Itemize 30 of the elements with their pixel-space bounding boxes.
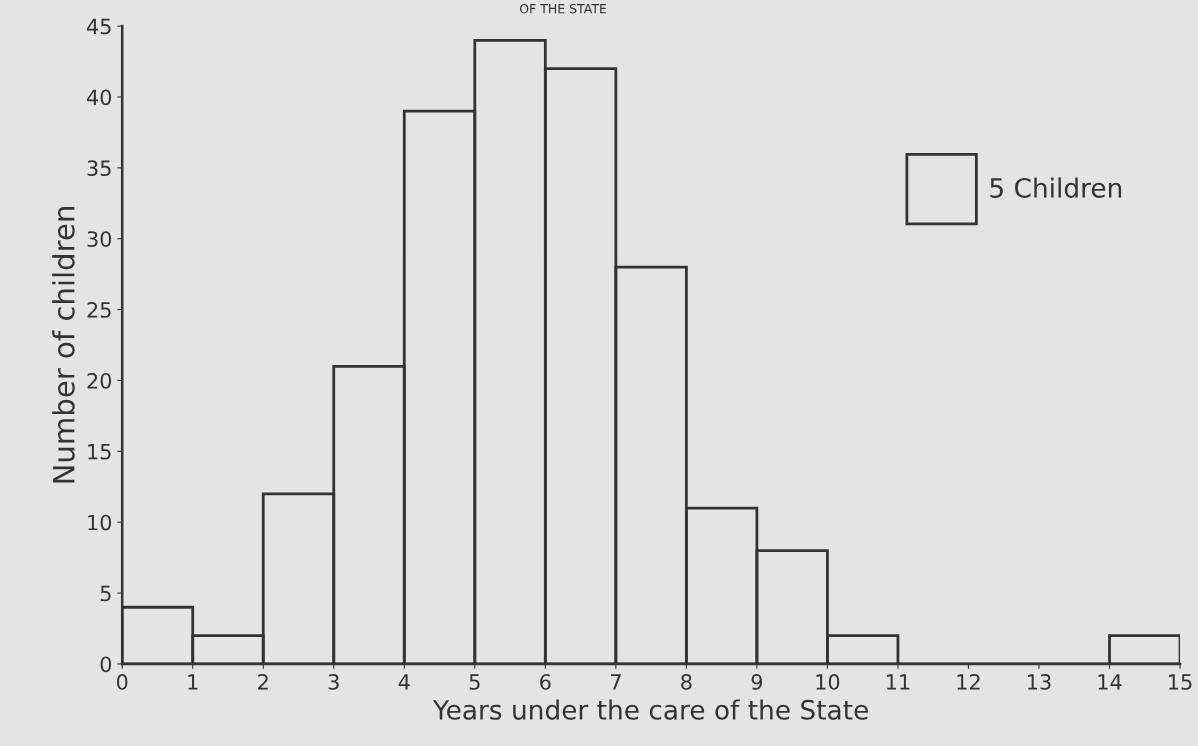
- annotation: 5 Children: [990, 177, 1122, 198]
- x-tick-label: 14: [1098, 674, 1122, 690]
- x-tick-label: 12: [957, 674, 980, 690]
- y-tick-label: 25: [87, 302, 111, 318]
- x-tick-label: 11: [886, 674, 910, 690]
- x-tick-label: 9: [751, 674, 763, 690]
- y-tick-label: 20: [87, 372, 112, 389]
- x-tick-label: 15: [1169, 674, 1192, 690]
- x-tick-label: 8: [681, 674, 692, 690]
- x-tick-label: 4: [398, 674, 410, 690]
- y-tick-label: 0: [100, 656, 112, 673]
- y-tick-label: 5: [100, 585, 111, 602]
- x-tick-label: 5: [469, 674, 480, 690]
- x-tick-label: 3: [328, 674, 339, 690]
- y-tick-label: 30: [87, 231, 112, 247]
- x-tick-label: 1: [188, 674, 198, 690]
- y-tick-label: 15: [88, 444, 111, 460]
- x-axis-title: Years under the care of the State: [432, 699, 868, 720]
- y-tick-label: 40: [86, 89, 112, 106]
- y-tick-label: 10: [88, 514, 112, 531]
- x-tick-label: 7: [610, 674, 621, 690]
- y-axis-title: Number of children: [52, 207, 75, 483]
- chart-title: OF THE STATE: [519, 3, 607, 14]
- x-tick-label: 13: [1028, 674, 1051, 690]
- x-tick-label: 6: [540, 674, 551, 690]
- x-tick-label: 10: [816, 674, 840, 690]
- x-tick-label: 0: [116, 674, 128, 690]
- y-tick-label: 35: [87, 160, 111, 177]
- y-tick-label: 45: [86, 18, 111, 35]
- x-tick-label: 2: [258, 674, 268, 690]
